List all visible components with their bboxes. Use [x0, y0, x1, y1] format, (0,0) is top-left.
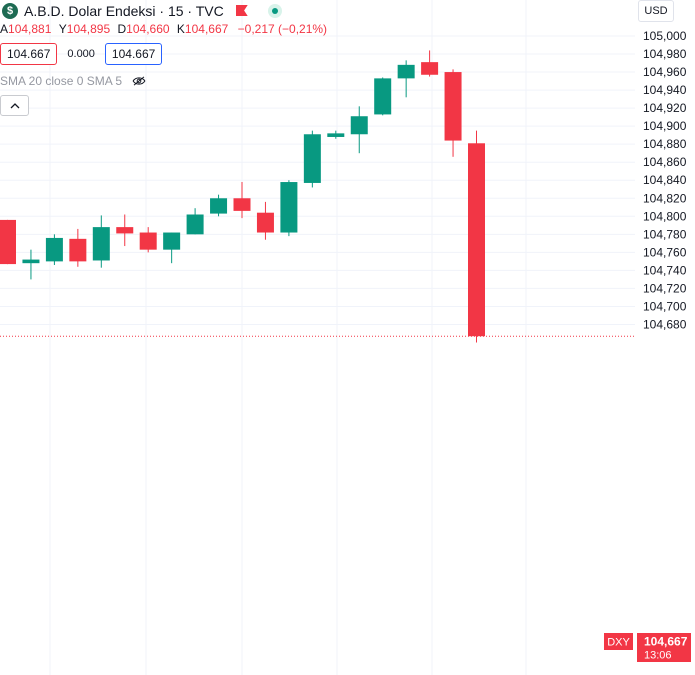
- trade-buttons: 104.667 0.000 104.667: [0, 43, 163, 65]
- price-tag: [637, 633, 691, 662]
- symbol-title[interactable]: A.B.D. Dolar Endeksi · 15 · TVC: [24, 3, 224, 19]
- high-value: 104,895: [66, 22, 111, 36]
- candles-group: [0, 50, 485, 343]
- chevron-up-icon: [10, 103, 19, 109]
- currency-button[interactable]: USD: [638, 0, 674, 22]
- low-label: D: [117, 22, 127, 36]
- candle-body: [69, 238, 87, 262]
- candle-body: [280, 182, 298, 233]
- candle-body: [22, 259, 40, 264]
- candle-body: [303, 134, 321, 183]
- y-tick-label: 104,940: [643, 83, 687, 97]
- close-value: 104,667: [184, 22, 229, 36]
- flag-icon[interactable]: [236, 4, 250, 18]
- candle-body: [350, 116, 368, 135]
- y-tick-label: 104,840: [643, 173, 687, 187]
- collapse-legend-button[interactable]: [0, 95, 29, 116]
- y-tick-label: 104,720: [643, 281, 687, 295]
- y-tick-label: 104,740: [643, 263, 687, 277]
- y-tick-label: 104,820: [643, 191, 687, 205]
- dollar-symbol-icon: $: [2, 3, 18, 19]
- candle-body: [45, 237, 63, 262]
- y-tick-label: 105,000: [643, 29, 687, 43]
- close-label: K: [176, 22, 185, 36]
- y-tick-label: 104,880: [643, 137, 687, 151]
- candle-body: [256, 212, 274, 233]
- candle-body: [374, 78, 392, 115]
- candle-body: [327, 133, 345, 137]
- candle-body: [0, 219, 16, 265]
- spread-value: 0.000: [67, 48, 95, 60]
- open-label: A: [0, 22, 9, 36]
- candle-body: [163, 232, 181, 250]
- change-value: −0,217 (−0,21%): [237, 22, 328, 36]
- indicator-label[interactable]: SMA 20 close 0 SMA 5: [0, 74, 123, 88]
- y-tick-label: 104,900: [643, 119, 687, 133]
- candle-body: [421, 62, 439, 75]
- price-tag-value: 104,667: [644, 635, 688, 649]
- open-value: 104,881: [8, 22, 52, 36]
- y-tick-label: 104,760: [643, 245, 687, 259]
- candle-body: [92, 227, 110, 261]
- chart-grid: [0, 0, 635, 675]
- sell-button[interactable]: 104.667: [0, 43, 58, 65]
- candle-body: [186, 214, 204, 235]
- y-tick-label: 104,700: [643, 299, 687, 313]
- buy-button[interactable]: 104.667: [104, 43, 163, 65]
- symbol-title-row[interactable]: $ A.B.D. Dolar Endeksi · 15 · TVC: [2, 2, 282, 20]
- ticker-tag: [604, 633, 633, 650]
- ticker-tag-text: DXY: [607, 637, 630, 649]
- y-tick-label: 104,860: [643, 155, 687, 169]
- ohlc-values: A104,881 Y104,895 D104,660 K104,667 −0,2…: [0, 22, 327, 36]
- price-tag-countdown: 13:06: [644, 650, 672, 662]
- y-tick-label: 104,980: [643, 47, 687, 61]
- y-tick-label: 104,780: [643, 227, 687, 241]
- candle-body: [468, 143, 485, 337]
- candle-body: [116, 227, 134, 234]
- chart-legend: $ A.B.D. Dolar Endeksi · 15 · TVC A104,8…: [0, 0, 635, 116]
- indicator-row[interactable]: SMA 20 close 0 SMA 5: [0, 74, 146, 88]
- candle-body: [210, 198, 228, 214]
- market-status-icon[interactable]: [267, 4, 282, 18]
- candle-body: [397, 64, 415, 79]
- y-tick-label: 104,920: [643, 101, 687, 115]
- last-price-label: DXY 104,667 13:06: [604, 633, 691, 662]
- candle-body: [444, 72, 462, 141]
- price-axis[interactable]: 105,000 104,980 104,960 104,940 104,920 104,9…: [643, 29, 687, 331]
- y-tick-label: 104,960: [643, 65, 687, 79]
- candle-body: [233, 198, 251, 211]
- high-label: Y: [58, 22, 67, 36]
- candle-body: [139, 232, 157, 250]
- y-tick-label: 104,800: [643, 209, 687, 223]
- eye-hidden-icon[interactable]: [132, 76, 146, 86]
- low-value: 104,660: [126, 22, 170, 36]
- y-tick-label: 104,680: [643, 317, 687, 331]
